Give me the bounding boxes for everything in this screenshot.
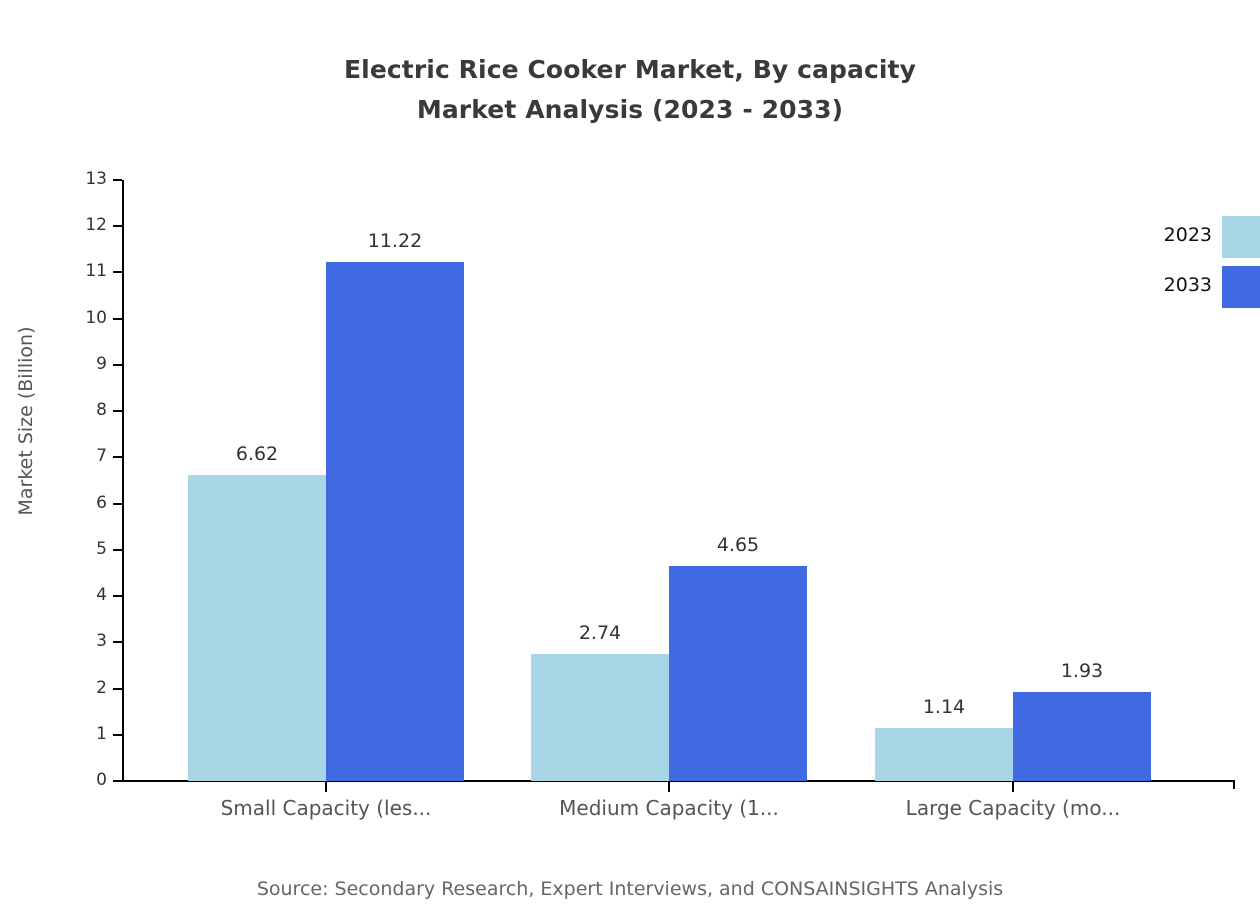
y-axis-tick-label: 2	[96, 677, 107, 698]
y-axis-tick	[113, 317, 122, 320]
y-axis-tick	[113, 641, 122, 644]
y-axis-tick	[113, 271, 122, 274]
y-axis-tick	[113, 502, 122, 505]
chart-title-line-2: Market Analysis (2023 - 2033)	[416, 95, 844, 124]
y-axis-tick	[113, 687, 122, 690]
y-axis-tick	[113, 363, 122, 366]
y-axis-tick	[113, 410, 122, 412]
y-axis-title: Market Size (Billion)	[15, 326, 37, 516]
y-axis-tick	[113, 178, 122, 181]
y-axis-tick-label: 8	[96, 400, 107, 420]
legend-label: 2023	[1163, 224, 1212, 246]
x-axis-category-label: Medium Capacity (1...	[559, 796, 779, 820]
y-axis-tick-label: 4	[96, 585, 107, 605]
x-axis-category-label: Small Capacity (les...	[220, 796, 432, 820]
y-axis-tick-label: 6	[96, 492, 107, 513]
y-axis-tick-label: 1	[96, 723, 107, 744]
chart-title-line-1: Electric Rice Cooker Market, By capacity	[343, 55, 917, 84]
chart-legend: 2023 2033	[1100, 214, 1260, 314]
bar-value-label: 2.74	[578, 622, 622, 645]
y-axis-tick-label: 13	[85, 168, 107, 189]
legend-item[interactable]: 2023	[1100, 214, 1260, 264]
bar[interactable]	[875, 728, 1013, 781]
bar-value-label: 4.65	[716, 533, 760, 556]
y-axis-tick	[113, 733, 122, 736]
y-axis-tick-label: 12	[85, 215, 107, 235]
legend-swatch	[1222, 216, 1260, 258]
bar[interactable]	[326, 262, 464, 781]
y-axis-tick-label: 7	[96, 446, 107, 467]
bar-value-label: 1.14	[922, 696, 966, 719]
plot-area: 6.62 2.74 1.14 11.22 4.65 1.93	[122, 180, 1235, 781]
bar[interactable]	[531, 654, 669, 781]
bar-value-label: 11.22	[367, 230, 423, 253]
y-axis-tick	[113, 780, 122, 782]
bar[interactable]	[669, 565, 807, 781]
y-axis-tick	[113, 225, 122, 227]
x-axis-category-label: Large Capacity (mo...	[905, 796, 1121, 820]
y-axis-tick-label: 3	[96, 631, 107, 652]
y-axis-tick	[113, 595, 122, 597]
x-axis-tick	[668, 782, 670, 792]
chart-title: Electric Rice Cooker Market, By capacity…	[0, 50, 1260, 130]
x-axis-tick	[325, 782, 327, 792]
bar[interactable]	[1013, 691, 1151, 781]
legend-item[interactable]: 2033	[1100, 264, 1260, 314]
source-note: Source: Secondary Research, Expert Inter…	[256, 878, 1004, 900]
bar-value-label: 1.93	[1060, 659, 1104, 682]
y-axis-tick	[113, 548, 122, 551]
y-axis-tick-label: 11	[85, 261, 107, 282]
legend-label: 2033	[1163, 274, 1212, 296]
y-axis-tick-label: 10	[85, 307, 107, 328]
bar[interactable]	[188, 474, 326, 781]
x-axis-spine	[122, 780, 1235, 782]
bar-value-label: 6.62	[235, 442, 279, 465]
y-axis-tick-label: 9	[96, 353, 107, 374]
legend-swatch	[1222, 266, 1260, 308]
x-axis-end-tick	[1233, 780, 1235, 789]
y-axis-spine	[122, 180, 124, 782]
y-axis-tick	[113, 456, 122, 459]
x-axis-tick	[1012, 782, 1014, 792]
y-axis-tick-label: 0	[96, 770, 107, 790]
y-axis-tick-label: 5	[96, 538, 107, 559]
